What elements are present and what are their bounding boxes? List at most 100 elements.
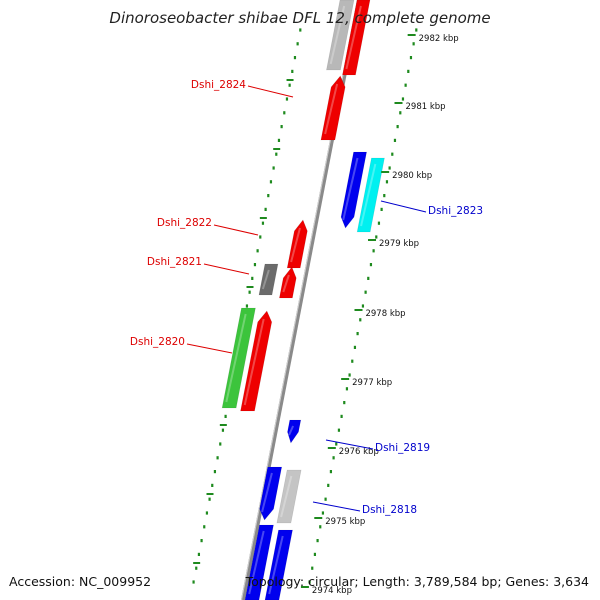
left-track-dot <box>299 28 302 32</box>
gene-feature <box>356 157 385 233</box>
gene-feature <box>221 307 256 409</box>
gene-feature <box>240 310 273 412</box>
gene-feature <box>264 529 293 600</box>
accession-label: Accession: NC_009952 <box>9 574 151 589</box>
outer-right-track-dot <box>319 525 322 529</box>
gene-feature-highlight <box>248 530 265 595</box>
gene-label: Dshi_2819 <box>375 442 430 454</box>
gene-label-leader <box>312 501 361 512</box>
kbp-tick-label: 2980 kbp <box>392 171 432 181</box>
kbp-tick-label: 2975 kbp <box>325 517 365 527</box>
outer-right-track-dot <box>396 125 399 129</box>
left-track-dot <box>277 138 281 142</box>
outer-right-track-dot <box>327 483 330 487</box>
left-track-dot <box>256 249 259 253</box>
gene-feature <box>342 0 371 76</box>
left-track-dot <box>219 442 222 446</box>
left-track-dot <box>248 290 251 294</box>
left-track-dot <box>288 83 291 87</box>
kbp-tick-label: 2982 kbp <box>419 34 459 44</box>
gene-label: Dshi_2821 <box>147 256 202 268</box>
outer-right-track-dot <box>308 580 311 584</box>
outer-right-track-dot <box>375 235 378 239</box>
outer-right-track-dot <box>353 345 357 349</box>
kbp-tick-label: 2981 kbp <box>406 102 446 112</box>
left-track-dot <box>205 511 209 515</box>
outer-right-track-dot <box>372 249 375 253</box>
left-track-dot <box>195 566 198 570</box>
outer-right-track-dot <box>380 207 383 211</box>
gene-feature-highlight <box>288 425 295 436</box>
kbp-tick-label: 2979 kbp <box>379 239 419 249</box>
outer-right-track-dot <box>321 511 325 515</box>
outer-right-track-dot <box>311 566 314 570</box>
left-track-dot <box>272 166 275 170</box>
kbp-tick-label: 2977 kbp <box>352 378 392 388</box>
outer-right-track-dot <box>401 97 405 101</box>
outer-right-track-dot <box>377 221 381 225</box>
gene-label: Dshi_2823 <box>428 205 483 217</box>
gene-feature <box>340 151 367 229</box>
gene-feature <box>279 266 297 299</box>
outer-right-track-dot <box>383 194 386 198</box>
left-track-dot <box>221 428 225 432</box>
outer-right-track-dot <box>404 83 407 87</box>
tick-track <box>192 28 418 584</box>
outer-right-track-dot <box>324 497 327 501</box>
kbp-tick-label: 2976 kbp <box>339 447 379 457</box>
gene-label-layer: Dshi_2824 Dshi_2823 Dshi_2822 Dshi_2821 Dshi… <box>130 79 483 516</box>
gene-feature-highlight <box>290 227 301 263</box>
gene-label-leader <box>186 343 233 354</box>
left-track-dot <box>203 525 206 529</box>
outer-right-track-dot <box>359 318 362 322</box>
outer-right-track-dot <box>391 152 394 156</box>
gene-label-leader <box>380 200 427 213</box>
gene-label: Dshi_2820 <box>130 336 185 348</box>
left-track-dot <box>216 456 219 460</box>
outer-right-track-dot <box>415 28 418 32</box>
gene-feature-highlight <box>282 274 290 293</box>
gene-feature <box>259 466 283 521</box>
left-track-dot <box>264 207 267 211</box>
gene-label-leader <box>325 439 374 450</box>
left-track-dot <box>224 414 227 418</box>
gene-feature-highlight <box>280 475 293 518</box>
left-track-dot <box>245 304 249 308</box>
left-track-dot <box>253 263 257 267</box>
outer-right-track-dot <box>313 552 317 556</box>
outer-right-track-dot <box>356 332 359 336</box>
outer-right-track-dot <box>316 539 319 543</box>
gene-feature <box>258 263 279 296</box>
gene-label-leader <box>203 263 250 275</box>
left-track-dot <box>293 56 297 60</box>
left-track-dot <box>208 497 211 501</box>
outer-right-track-dot <box>412 42 415 46</box>
gene-label-leader <box>213 224 259 236</box>
left-track-dot <box>259 235 262 239</box>
tick-label-layer: 2982 kbp 2981 kbp 2980 kbp 2979 kbp 2978 kbp… <box>300 34 459 596</box>
outer-right-track-dot <box>332 456 335 460</box>
gene-label: Dshi_2822 <box>157 217 212 229</box>
outer-right-track-dot <box>367 276 370 280</box>
gene-feature-highlight <box>243 318 265 406</box>
gene-feature <box>287 419 302 444</box>
gene-feature-highlight <box>345 5 362 70</box>
left-track-dot <box>197 552 201 556</box>
gene-feature-highlight <box>360 163 377 227</box>
left-track-dot <box>251 276 254 280</box>
outer-right-track-dot <box>407 69 410 73</box>
gene-feature-highlight <box>261 269 270 290</box>
left-track-dot <box>275 152 278 156</box>
left-track-dot <box>192 580 195 584</box>
gene-feature <box>320 75 346 141</box>
left-track-dot <box>283 111 286 115</box>
left-track-dot <box>211 483 214 487</box>
left-track-dot <box>261 221 265 225</box>
left-track-dot <box>267 194 270 198</box>
gene-feature-highlight <box>225 313 247 403</box>
outer-right-track-dot <box>340 414 343 418</box>
gene-feature <box>276 469 302 524</box>
outer-right-track-dot <box>393 138 397 142</box>
left-track-dot <box>200 539 203 543</box>
